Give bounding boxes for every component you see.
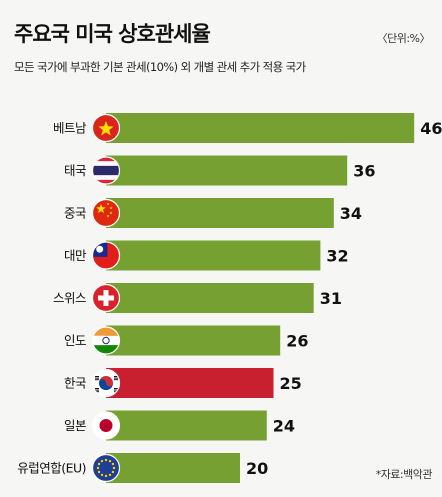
value-label: 34 — [340, 204, 362, 223]
bar-0 — [106, 113, 415, 143]
korea-flag-icon — [91, 368, 121, 398]
bar-1 — [106, 155, 348, 186]
china-flag-icon — [91, 198, 121, 228]
bar-8 — [106, 453, 240, 483]
bar-7 — [106, 410, 267, 441]
value-label: 31 — [320, 289, 342, 308]
category-label: 인도 — [64, 333, 86, 348]
switzerland-flag-icon — [91, 283, 121, 313]
value-label: 32 — [326, 247, 348, 266]
bar-4 — [106, 283, 314, 313]
chart-subtitle: 모든 국가에 부과한 기본 관세(10%) 외 개별 관세 추가 적용 국가 — [14, 60, 306, 74]
source-note: *자료:백악관 — [375, 468, 433, 481]
value-label: 25 — [280, 374, 302, 393]
category-label: 한국 — [64, 376, 86, 391]
taiwan-flag-icon — [91, 241, 121, 270]
category-label: 베트남 — [53, 121, 87, 136]
chart-title: 주요국 미국 상호관세율 — [14, 22, 211, 46]
category-label: 유럽연합(EU) — [17, 461, 86, 476]
value-label: 26 — [286, 332, 308, 351]
india-flag-icon — [91, 326, 121, 355]
bar-5 — [106, 325, 281, 356]
value-label: 24 — [273, 417, 295, 436]
category-label: 일본 — [64, 418, 86, 433]
bar-6 — [106, 368, 274, 398]
category-label: 대만 — [64, 248, 87, 263]
value-label: 20 — [246, 459, 268, 478]
eu-flag-icon — [91, 453, 121, 483]
bar-3 — [106, 240, 321, 271]
unit-label: 〈단위:%〉 — [376, 32, 431, 45]
value-label: 36 — [353, 162, 375, 181]
thailand-flag-icon — [91, 156, 121, 185]
category-label: 중국 — [64, 206, 86, 221]
category-label: 태국 — [64, 163, 86, 178]
japan-flag-icon — [91, 411, 121, 440]
value-label: 46 — [420, 119, 442, 138]
category-label: 스위스 — [53, 291, 86, 306]
vietnam-flag-icon — [91, 113, 121, 143]
bar-2 — [106, 198, 334, 228]
